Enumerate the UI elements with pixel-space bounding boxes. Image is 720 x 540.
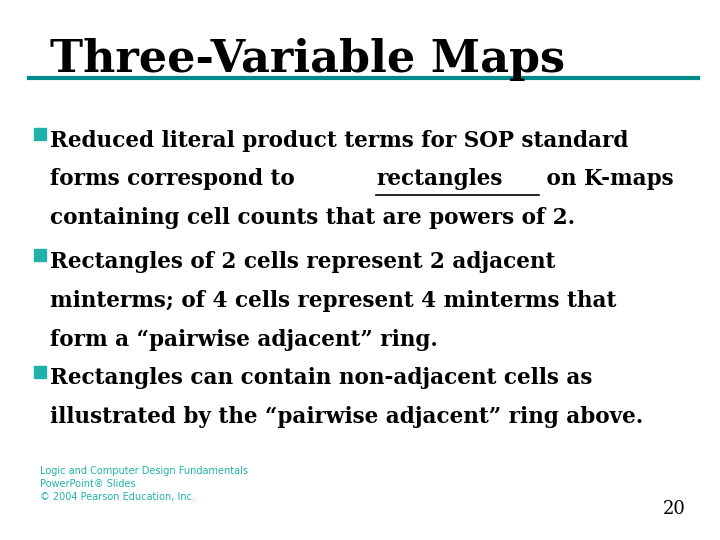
Text: rectangles: rectangles [376,168,503,191]
Text: on K-maps: on K-maps [539,168,674,191]
Text: Reduced literal product terms for SOP standard: Reduced literal product terms for SOP st… [50,130,629,152]
Text: Rectangles of 2 cells represent 2 adjacent: Rectangles of 2 cells represent 2 adjace… [50,251,556,273]
Text: Three-Variable Maps: Three-Variable Maps [50,38,565,81]
Text: containing cell counts that are powers of 2.: containing cell counts that are powers o… [50,207,575,230]
Text: 20: 20 [662,501,685,518]
Text: forms correspond to: forms correspond to [50,168,302,191]
Text: Logic and Computer Design Fundamentals
PowerPoint® Slides
© 2004 Pearson Educati: Logic and Computer Design Fundamentals P… [40,466,248,502]
Text: illustrated by the “pairwise adjacent” ring above.: illustrated by the “pairwise adjacent” r… [50,406,644,428]
Text: Rectangles can contain non-adjacent cells as: Rectangles can contain non-adjacent cell… [50,367,593,389]
Text: form a “pairwise adjacent” ring.: form a “pairwise adjacent” ring. [50,329,438,351]
Text: minterms; of 4 cells represent 4 minterms that: minterms; of 4 cells represent 4 minterm… [50,290,617,312]
